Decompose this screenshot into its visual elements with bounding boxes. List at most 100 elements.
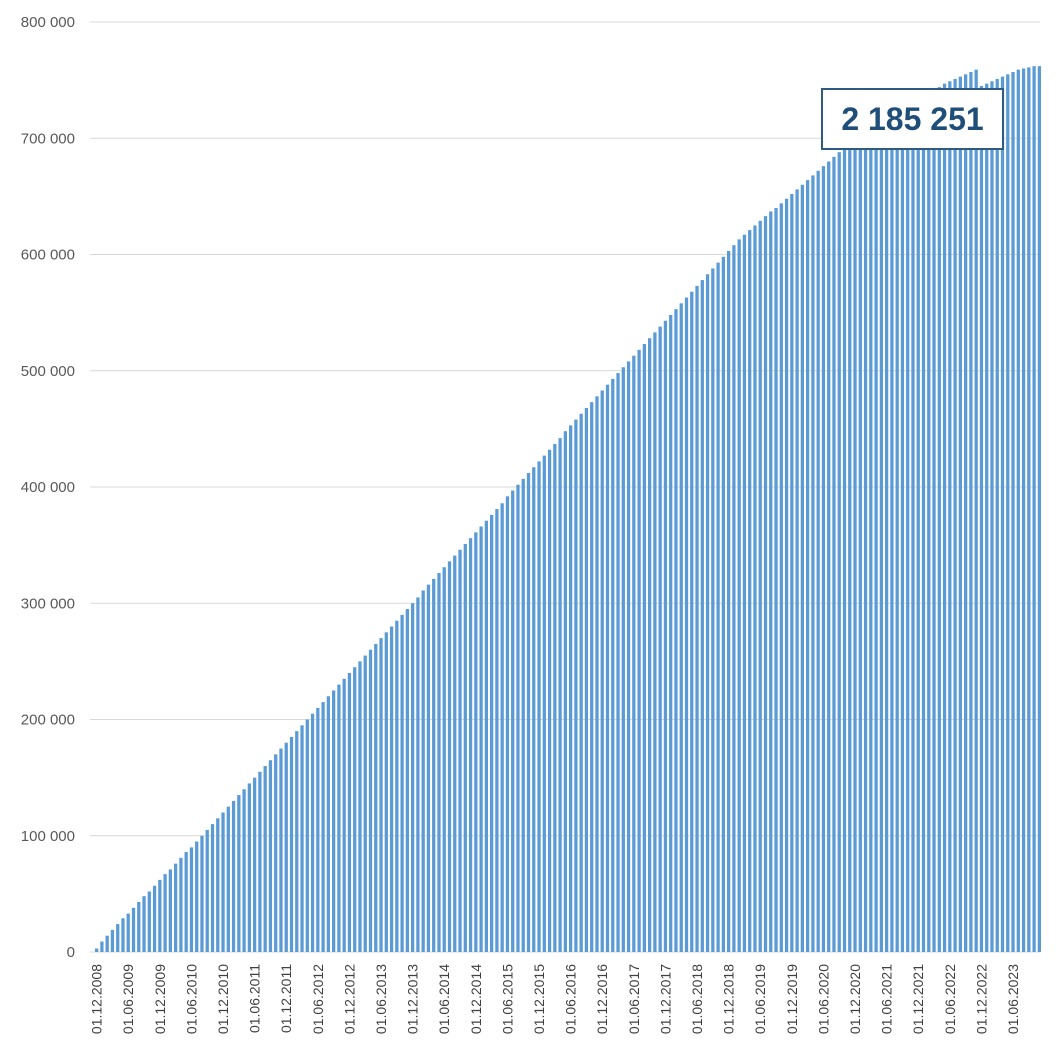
bar [358, 661, 362, 953]
x-tick-label: 01.12.2022 [973, 964, 989, 1034]
x-tick-label: 01.06.2009 [120, 964, 136, 1034]
bar [442, 567, 446, 952]
bar [258, 771, 262, 952]
bar [389, 626, 394, 952]
bar [405, 609, 409, 952]
bar [653, 332, 657, 952]
bar [579, 413, 583, 952]
bar [763, 216, 768, 952]
bar [700, 280, 704, 952]
bar [326, 696, 330, 952]
bar [753, 225, 757, 952]
bar [663, 320, 668, 952]
bar [816, 170, 820, 953]
bar [126, 913, 130, 952]
bar [537, 461, 541, 952]
bar [916, 101, 920, 953]
bar [447, 561, 452, 952]
bar [863, 135, 868, 952]
bar [558, 438, 562, 952]
bar [242, 789, 246, 952]
y-tick-label: 600 000 [21, 247, 75, 264]
bar [1032, 66, 1036, 953]
x-tick-label: 01.06.2023 [1005, 964, 1021, 1034]
bar [426, 584, 431, 952]
bar [611, 378, 615, 952]
y-tick-label: 700 000 [21, 130, 75, 147]
bar [1016, 69, 1020, 952]
bar [885, 121, 889, 953]
bar [953, 78, 957, 952]
x-tick-label: 01.06.2012 [310, 964, 326, 1034]
bar [890, 118, 894, 953]
x-tick-label: 01.06.2020 [815, 964, 831, 1034]
bar [253, 777, 257, 953]
bar [474, 532, 478, 952]
bar [142, 896, 146, 952]
bar [384, 632, 388, 952]
bar [500, 503, 504, 952]
bar [189, 847, 194, 953]
bar [584, 407, 589, 952]
x-tick-label: 01.06.2016 [563, 964, 579, 1034]
bar [411, 603, 415, 952]
bar [432, 578, 436, 952]
bar [684, 297, 689, 952]
bar [932, 90, 936, 953]
bar [279, 748, 283, 952]
bar [874, 128, 878, 952]
bar [995, 78, 999, 952]
bar [268, 760, 273, 952]
bar [131, 907, 136, 952]
x-tick-label: 01.06.2010 [183, 964, 199, 1034]
bar [790, 194, 794, 953]
bar [547, 449, 552, 952]
bar [205, 829, 209, 952]
bar [1000, 76, 1005, 952]
bar [179, 857, 183, 952]
total-annotation-box: 2 185 251 [821, 88, 1004, 150]
x-tick-label: 01.06.2011 [247, 964, 263, 1033]
y-tick-label: 500 000 [21, 363, 75, 380]
bar [152, 885, 157, 952]
bar [695, 285, 699, 952]
bar [806, 180, 810, 953]
bar [490, 514, 494, 952]
bar [363, 655, 367, 952]
y-tick-label: 800 000 [21, 14, 75, 31]
bar [879, 125, 883, 952]
bar [990, 81, 994, 953]
x-tick-label: 01.12.2008 [89, 964, 105, 1034]
x-tick-label: 01.12.2014 [468, 964, 484, 1034]
bar [121, 918, 125, 952]
x-tick-label: 01.12.2017 [657, 964, 673, 1034]
bar [964, 74, 968, 952]
x-tick-label: 01.12.2020 [847, 964, 863, 1034]
bar [621, 367, 625, 952]
bar [353, 667, 357, 952]
x-tick-label: 01.06.2013 [373, 964, 389, 1034]
bar [368, 649, 373, 952]
bar [937, 87, 941, 953]
bar [748, 230, 752, 953]
bar [727, 251, 731, 952]
bar [705, 274, 710, 952]
bar [1037, 66, 1041, 953]
x-axis-tick-labels: 01.12.2008 01.06.2009 01.12.2009 01.06.2010… [89, 964, 1021, 1034]
bar [758, 220, 762, 953]
bar [958, 76, 962, 952]
bar [321, 702, 325, 952]
bar [237, 795, 241, 952]
bar [247, 783, 251, 952]
bar [168, 869, 172, 952]
x-tick-label: 01.12.2013 [405, 964, 421, 1034]
bar [400, 614, 404, 953]
bar [721, 256, 725, 952]
bar [848, 146, 852, 952]
y-tick-label: 300 000 [21, 595, 75, 612]
bar [95, 948, 99, 952]
bar [421, 590, 425, 952]
bar [795, 189, 799, 952]
bar [526, 473, 531, 952]
